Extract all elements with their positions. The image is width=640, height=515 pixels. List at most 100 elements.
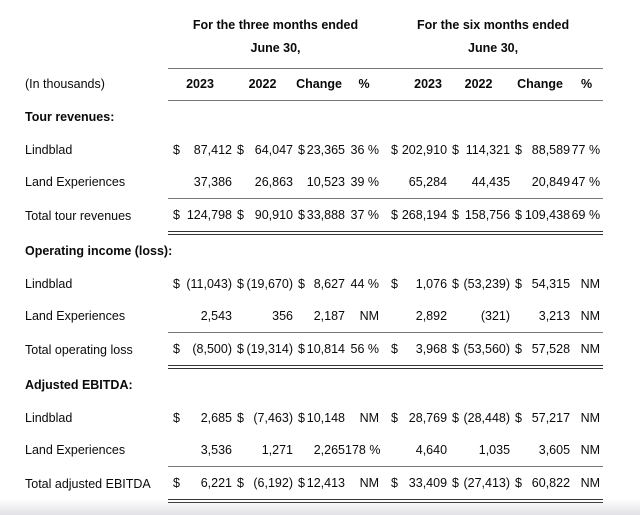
amount-cell: (27,413)	[457, 466, 511, 503]
period-title-line2: June 30,	[468, 41, 519, 55]
column-header-row: (In thousands) 2023 2022 Change % 2023 2…	[0, 68, 604, 101]
amount-cell: (53,560)	[457, 332, 511, 369]
amount-cell: (321)	[480, 308, 511, 323]
total-row: Total adjusted EBITDA $6,221 $ (6,192) $12,4…	[0, 466, 604, 503]
amount-cell: 65,284	[408, 174, 448, 189]
amount-cell: 1,271	[261, 442, 293, 457]
currency-symbol-cell: $	[173, 276, 180, 291]
currency-symbol-cell	[168, 434, 178, 467]
percent-cell: 178 %	[345, 442, 381, 457]
currency-symbol-cell: $	[510, 466, 522, 503]
currency-symbol-cell: $	[447, 198, 459, 235]
period-header-row: For the three months ended June 30, For …	[0, 0, 604, 69]
amount-cell: (28,448)	[463, 410, 511, 425]
amount-cell: 4,640	[415, 442, 448, 457]
amount-cell: 356	[272, 308, 293, 323]
currency-symbol-cell: $	[515, 276, 522, 291]
currency-symbol-cell: $	[298, 276, 305, 291]
currency-symbol-cell: $	[510, 332, 522, 369]
percent-cell: 77 %	[571, 142, 601, 157]
amount-cell: 109,438	[520, 198, 571, 235]
amount-cell: 2,685	[200, 410, 232, 425]
amount-cell: 44,435	[471, 174, 511, 189]
percent-cell: NM	[570, 466, 604, 503]
amount-cell: 90,910	[242, 198, 293, 235]
currency-symbol-cell: $	[173, 142, 180, 157]
amount-cell: 54,315	[531, 276, 571, 291]
amount-cell: 12,413	[303, 466, 345, 503]
percent-cell: NM	[580, 442, 601, 457]
row-label: Lindblad	[25, 276, 73, 291]
column-header-percent-h: %	[570, 68, 604, 101]
amount-cell: 88,589	[531, 142, 571, 157]
column-header-percent-q: %	[345, 68, 384, 101]
amount-cell: (6,192)	[242, 466, 293, 503]
currency-symbol-cell	[383, 300, 397, 333]
percent-cell: NM	[345, 466, 384, 503]
financial-results-table: For the three months ended June 30, For …	[0, 0, 604, 503]
percent-cell: NM	[359, 308, 380, 323]
currency-symbol-cell: $	[168, 332, 180, 369]
currency-symbol-cell: $	[293, 198, 305, 235]
column-header-change-h: Change	[510, 68, 571, 101]
currency-symbol-cell: $	[452, 276, 459, 291]
currency-symbol-cell: $	[383, 466, 398, 503]
currency-symbol-cell	[168, 166, 178, 199]
currency-symbol-cell	[447, 434, 457, 467]
section-header-row: Adjusted EBITDA:	[0, 367, 603, 402]
currency-symbol-cell: $	[232, 466, 244, 503]
section-header-row: Tour revenues:	[0, 101, 603, 135]
section-header: Adjusted EBITDA:	[25, 378, 133, 393]
currency-symbol-cell: $	[515, 410, 522, 425]
currency-symbol-cell: $	[237, 410, 244, 425]
table-row: Lindblad $2,685 $ (7,463) $10,148 NM $28,769 $ (…	[0, 402, 603, 434]
currency-symbol-cell	[447, 300, 457, 333]
percent-cell: NM	[580, 276, 601, 291]
currency-symbol-cell: $	[391, 410, 398, 425]
amount-cell: 114,321	[465, 142, 511, 157]
amount-cell: 37,386	[193, 174, 232, 189]
percent-cell: 39 %	[350, 174, 380, 189]
amount-cell: 57,217	[531, 410, 571, 425]
column-header-2023-h: 2023	[383, 68, 448, 101]
currency-symbol-cell: $	[452, 410, 459, 425]
currency-symbol-cell	[293, 434, 303, 467]
amount-cell: 10,148	[306, 410, 345, 425]
amount-cell: 268,194	[397, 198, 448, 235]
amount-cell: 57,528	[520, 332, 571, 369]
column-header-change-q: Change	[293, 68, 345, 101]
percent-cell: 69 %	[570, 198, 604, 235]
amount-cell: 33,888	[303, 198, 345, 235]
total-row-label: Total tour revenues	[25, 208, 132, 223]
period-title-line2: June 30,	[250, 41, 301, 55]
amount-cell: 10,814	[303, 332, 345, 369]
amount-cell: 8,627	[313, 276, 345, 291]
amount-cell: 10,523	[306, 174, 345, 189]
currency-symbol-cell	[293, 166, 303, 199]
total-row: Total tour revenues $124,798 $90,910 $33,88…	[0, 198, 604, 235]
amount-cell: (53,239)	[463, 276, 511, 291]
currency-symbol-cell: $	[298, 142, 305, 157]
currency-symbol-cell: $	[298, 410, 305, 425]
currency-symbol-cell	[510, 166, 520, 199]
currency-symbol-cell: $	[383, 198, 398, 235]
row-label: Land Experiences	[25, 175, 126, 190]
percent-cell: NM	[570, 332, 604, 369]
amount-cell: 3,536	[200, 442, 232, 457]
amount-cell: (8,500)	[178, 332, 232, 369]
amount-cell: 6,221	[178, 466, 232, 503]
currency-symbol-cell: $	[293, 466, 305, 503]
currency-symbol-cell: $	[383, 332, 398, 369]
currency-symbol-cell: $	[391, 276, 398, 291]
currency-symbol-cell	[510, 300, 520, 333]
total-row-label: Total adjusted EBITDA	[25, 476, 151, 491]
amount-cell: 1,035	[478, 442, 511, 457]
row-label: Land Experiences	[25, 309, 126, 324]
units-label: (In thousands)	[25, 77, 105, 92]
percent-cell: 47 %	[571, 174, 601, 189]
percent-cell: 56 %	[345, 332, 384, 369]
currency-symbol-cell: $	[168, 198, 180, 235]
section-header-row: Operating income (loss):	[0, 233, 603, 268]
currency-symbol-cell: $	[237, 142, 244, 157]
row-label: Land Experiences	[25, 443, 126, 458]
